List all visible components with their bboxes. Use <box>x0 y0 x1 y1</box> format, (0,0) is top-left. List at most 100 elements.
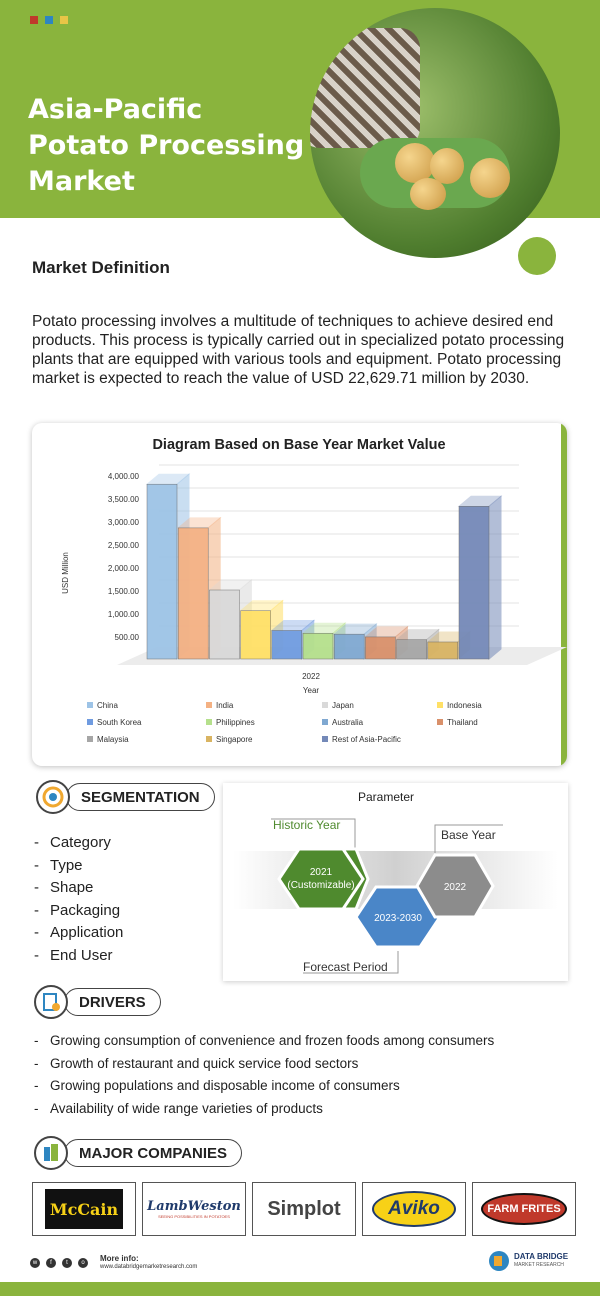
base-year-value: 2022 <box>444 882 467 893</box>
title-line-2: Potato Processing <box>28 130 305 161</box>
chart-accent-bar <box>561 423 567 766</box>
legend-label: Australia <box>332 718 364 727</box>
brand-logo: DATA BRIDGE MARKET RESEARCH <box>488 1250 568 1272</box>
historic-year-value: 2021 <box>310 867 333 878</box>
legend-swatch <box>206 719 212 725</box>
list-item-text: End User <box>50 946 113 964</box>
parameter-diagram: Parameter Historic Year 2021 (Customizab… <box>233 790 558 974</box>
chart-title: Diagram Based on Base Year Market Value <box>152 437 445 453</box>
historic-year-note: (Customizable) <box>287 880 354 891</box>
list-item-text: Growing populations and disposable incom… <box>50 1078 400 1094</box>
parameter-card: Parameter Historic Year 2021 (Customizab… <box>223 783 568 981</box>
bar-side <box>488 495 502 661</box>
forecast-period-label: Forecast Period <box>303 960 388 974</box>
y-tick-label: 3,000.00 <box>108 518 140 527</box>
title-line-3: Market <box>28 166 135 197</box>
instagram-icon[interactable]: o <box>78 1258 88 1268</box>
list-item: - End User <box>34 945 123 968</box>
data-bridge-icon <box>489 1251 509 1271</box>
list-item: - Category <box>34 832 123 855</box>
list-item: - Availability of wide range varieties of… <box>34 1098 494 1121</box>
market-value-chart: Diagram Based on Base Year Market Value-… <box>32 423 567 766</box>
potato-shape <box>430 148 464 184</box>
simplot-logo: Simplot <box>252 1182 356 1236</box>
forecast-connector <box>303 951 399 974</box>
list-item: - Application <box>34 922 123 945</box>
potato-shape <box>470 158 510 198</box>
drivers-label: DRIVERS <box>64 988 161 1016</box>
bar-japan <box>209 589 240 660</box>
bar-australia <box>333 633 365 660</box>
list-item: - Growth of restaurant and quick service … <box>34 1053 494 1076</box>
legend-swatch <box>322 702 328 708</box>
drivers-list: - Growing consumption of convenience and … <box>34 1030 494 1121</box>
legend-label: China <box>97 701 118 710</box>
historic-connector <box>271 818 356 849</box>
title-line-1: Asia-Pacific <box>28 94 203 125</box>
market-definition-text: Potato processing involves a multitude o… <box>32 313 565 387</box>
companies-label: MAJOR COMPANIES <box>64 1139 243 1167</box>
website-link[interactable]: www.databridgemarketresearch.com <box>100 1264 198 1270</box>
page-title: Asia-Pacific Potato Processing Market <box>28 92 318 200</box>
list-item-text: Type <box>50 856 83 874</box>
company-logos: McCain LambWeston SEEING POSSIBILITIES I… <box>32 1182 576 1236</box>
list-item-text: Application <box>50 924 124 941</box>
legend-label: Singapore <box>216 735 253 744</box>
list-item-text: Availability of wide range varieties of … <box>50 1101 323 1117</box>
y-tick-label: 2,000.00 <box>108 564 140 573</box>
legend-swatch <box>437 702 443 708</box>
y-tick-label: 500.00 <box>115 633 140 642</box>
list-item: - Growing consumption of convenience and … <box>34 1030 494 1053</box>
y-tick-label: 1,500.00 <box>108 587 140 596</box>
farmfrites-logo: FARM FRITES <box>472 1182 576 1236</box>
y-tick-label: 3,500.00 <box>108 495 140 504</box>
legend-label: Japan <box>332 701 354 710</box>
legend-label: Indonesia <box>447 701 482 710</box>
chart-svg: Diagram Based on Base Year Market Value-… <box>61 437 567 744</box>
forecast-period-value: 2023-2030 <box>374 913 422 924</box>
mccain-logo-text: McCain <box>49 1199 119 1219</box>
companies-pill: MAJOR COMPANIES <box>34 1136 243 1170</box>
brand-subtitle: MARKET RESEARCH <box>514 1262 564 1268</box>
legend-swatch <box>206 702 212 708</box>
whatsapp-icon[interactable]: w <box>30 1258 40 1268</box>
bar-india <box>177 527 209 660</box>
legend-swatch <box>437 719 443 725</box>
list-item: - Shape <box>34 877 123 900</box>
parameter-title: Parameter <box>358 790 414 804</box>
lambweston-logo: LambWeston SEEING POSSIBILITIES IN POTAT… <box>142 1182 246 1236</box>
brand-name: DATA BRIDGE <box>514 1252 569 1261</box>
list-item-text: Packaging <box>50 901 121 919</box>
list-item: - Type <box>34 855 123 878</box>
historic-year-label: Historic Year <box>273 818 340 832</box>
lambweston-logo-tagline: SEEING POSSIBILITIES IN POTATOES <box>158 1214 230 1219</box>
segmentation-label: SEGMENTATION <box>66 783 215 811</box>
hero-photo <box>310 8 560 258</box>
legend-swatch <box>87 736 93 742</box>
companies-icon <box>34 1136 68 1170</box>
more-info-label: More info: <box>100 1254 139 1263</box>
yellow-dot <box>60 16 68 24</box>
blue-dot <box>45 16 53 24</box>
facebook-icon[interactable]: f <box>46 1258 56 1268</box>
list-item-text: Growing consumption of convenience and f… <box>50 1033 495 1048</box>
legend-label: Rest of Asia-Pacific <box>332 735 401 744</box>
legend-swatch <box>206 736 212 742</box>
green-accent-circle <box>518 237 556 275</box>
bar-rest-of-asia-pacific <box>458 506 490 660</box>
bar-china <box>146 483 178 660</box>
legend-swatch <box>87 702 93 708</box>
twitter-icon[interactable]: t <box>62 1258 72 1268</box>
bar-south-korea <box>271 630 303 660</box>
potato-shape <box>395 143 435 183</box>
bar-malaysia <box>396 639 427 660</box>
legend-label: South Korea <box>97 718 142 727</box>
legend-swatch <box>322 736 328 742</box>
drivers-pill: DRIVERS <box>34 985 161 1019</box>
base-hexagon <box>415 853 495 919</box>
legend-label: Thailand <box>447 718 478 727</box>
bar-singapore <box>427 641 459 660</box>
base-year-label: Base Year <box>441 828 496 842</box>
y-axis-label: USD Million <box>61 552 70 594</box>
aviko-logo-text: Aviko <box>388 1198 440 1219</box>
